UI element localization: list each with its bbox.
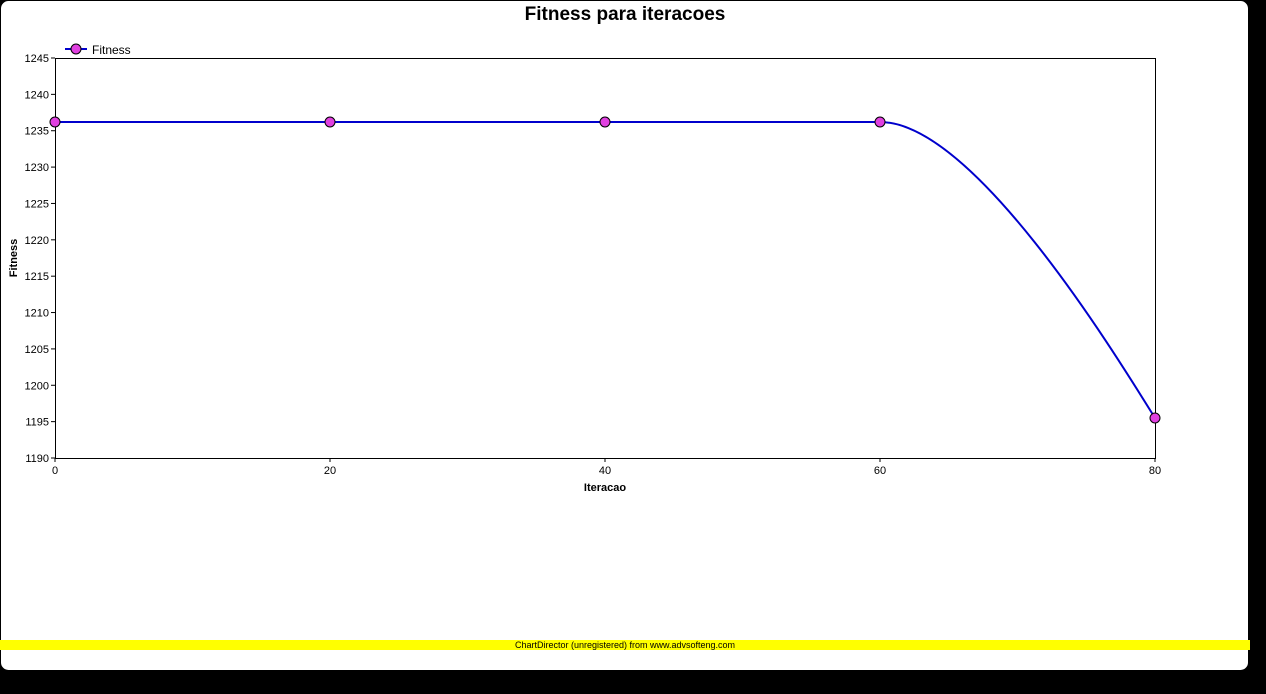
footer-text: ChartDirector (unregistered) from www.ad… xyxy=(515,640,735,650)
y-tick-label: 1190 xyxy=(25,453,49,465)
y-tick-label: 1220 xyxy=(25,235,49,247)
y-tick-label: 1235 xyxy=(25,126,49,138)
chart-background xyxy=(0,0,1249,671)
y-tick-label: 1225 xyxy=(25,198,49,210)
y-axis-ticks: 1190 1195 1200 1205 1210 1215 1220 1225 1230 1235… xyxy=(25,53,55,465)
legend: Fitness xyxy=(65,43,131,57)
x-axis-ticks: 0 20 40 60 80 xyxy=(52,458,1161,477)
chart-title: Fitness para iteracoes xyxy=(525,4,726,25)
series-layer xyxy=(49,116,1161,424)
y-tick-label: 1245 xyxy=(25,53,49,65)
data-point xyxy=(49,116,61,128)
footer-bar xyxy=(0,640,1250,650)
x-tick-label: 40 xyxy=(599,465,611,477)
y-tick-label: 1195 xyxy=(25,417,49,429)
y-tick-label: 1205 xyxy=(25,344,49,356)
y-tick-label: 1200 xyxy=(25,380,49,392)
legend-label: Fitness xyxy=(92,43,131,57)
x-tick-label: 80 xyxy=(1149,465,1161,477)
x-tick-label: 60 xyxy=(874,465,886,477)
data-point xyxy=(599,116,611,128)
y-tick-label: 1230 xyxy=(25,162,49,174)
y-axis-title: Fitness xyxy=(8,239,20,278)
x-axis-title: Iteracao xyxy=(584,482,626,494)
y-tick-label: 1210 xyxy=(25,308,49,320)
legend-marker-swatch xyxy=(70,43,82,55)
y-tick-label: 1240 xyxy=(25,89,49,101)
x-tick-label: 0 xyxy=(52,465,58,477)
data-point xyxy=(324,116,336,128)
y-tick-label: 1215 xyxy=(25,271,49,283)
data-point xyxy=(874,116,886,128)
series-line xyxy=(55,120,1156,419)
x-tick-label: 20 xyxy=(324,465,336,477)
data-point xyxy=(1149,412,1161,424)
